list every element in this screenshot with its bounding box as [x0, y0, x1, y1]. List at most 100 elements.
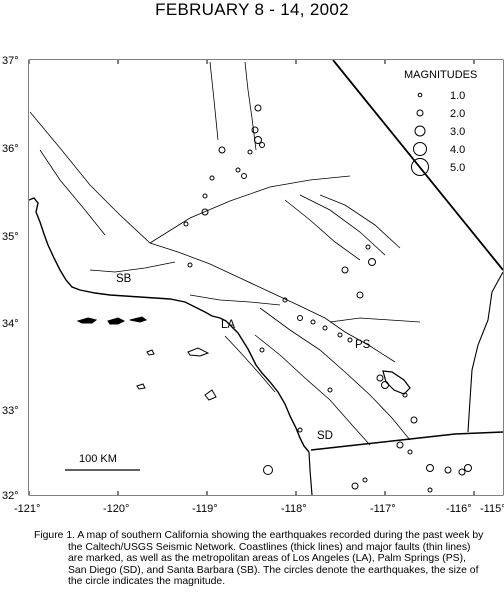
- lat-label-35: 35°: [2, 231, 19, 243]
- earthquake: [183, 221, 189, 227]
- sierra-nevada-fault: [209, 61, 219, 141]
- legend-title: MAGNITUDES: [404, 69, 477, 81]
- lon-ticks: [28, 60, 475, 495]
- magnitude-legend: MAGNITUDES 1.0 2.0 3.0 4.0 5.0: [404, 69, 477, 176]
- map-background: [29, 60, 503, 495]
- earthquake: [351, 482, 359, 490]
- san-andreas-fault: [29, 111, 396, 363]
- earthquake: [464, 464, 472, 472]
- island-santa-catalina: [187, 347, 210, 357]
- label-palm-springs: PS: [355, 339, 371, 351]
- lat-label-36: 36°: [2, 143, 19, 155]
- legend-symbol-3: [414, 125, 426, 137]
- earthquake: [322, 325, 328, 331]
- island-san-nicolas: [136, 383, 146, 390]
- legend-label-1: 1.0: [450, 90, 465, 102]
- earthquake: [254, 104, 262, 112]
- earthquake: [444, 466, 452, 474]
- earthquake: [263, 465, 273, 475]
- earthquake: [297, 315, 303, 321]
- island-santa-cruz: [76, 317, 98, 324]
- legend-label-5: 5.0: [450, 162, 465, 174]
- island-san-clemente: [204, 389, 217, 401]
- colorado-river: [467, 271, 504, 433]
- earthquake: [368, 258, 376, 266]
- legend-label-4: 4.0: [450, 144, 465, 156]
- mojave-fault-2: [299, 194, 386, 256]
- earthquake: [241, 173, 247, 179]
- earthquake: [347, 337, 353, 343]
- earthquake: [365, 244, 371, 250]
- earthquake: [396, 441, 404, 449]
- earthquake: [410, 416, 418, 424]
- earthquake: [254, 136, 262, 144]
- elsinore-fault: [254, 334, 371, 446]
- lon-label-121: -121°: [14, 503, 40, 515]
- label-san-diego: SD: [317, 430, 333, 442]
- lat-label-34: 34°: [2, 318, 19, 330]
- earthquake: [259, 347, 265, 353]
- lon-label-116: -116°: [446, 503, 472, 515]
- earthquake: [376, 374, 384, 382]
- earthquake: [427, 487, 433, 493]
- earthquake: [402, 392, 408, 398]
- salton-sea: [382, 370, 411, 395]
- lat-label-37: 37°: [2, 55, 19, 67]
- coastline-baja: [308, 451, 313, 496]
- newport-inglewood-fault: [224, 335, 276, 393]
- lon-label-117: -117°: [370, 503, 396, 515]
- legend-symbol-5: [411, 158, 429, 176]
- nevada-border: [332, 59, 504, 271]
- earthquake: [297, 427, 303, 433]
- fault-lines: [29, 61, 421, 446]
- earthquake: [407, 449, 413, 455]
- lon-label-118: -118°: [281, 503, 307, 515]
- island-santa-barbara: [146, 349, 155, 356]
- label-los-angeles: LA: [221, 319, 235, 331]
- map-title: FEBRUARY 8 - 14, 2002: [155, 0, 349, 19]
- lon-label-120: -120°: [103, 503, 129, 515]
- earthquake: [310, 319, 316, 325]
- legend-label-2: 2.0: [450, 108, 465, 120]
- earthquake: [187, 262, 193, 268]
- scale-bar: 100 KM: [65, 453, 140, 471]
- earthquake: [259, 142, 265, 148]
- mexico-border: [310, 431, 504, 451]
- earthquake-events: [183, 104, 472, 493]
- san-jacinto-fault: [259, 307, 411, 441]
- legend-label-3: 3.0: [450, 126, 465, 138]
- legend-symbol-4: [413, 142, 427, 156]
- scale-bar-label: 100 KM: [79, 453, 117, 465]
- san-gabriel-fault: [189, 294, 281, 306]
- pinto-mountain-fault: [329, 317, 421, 323]
- figure-caption: Figure 1. A map of southern California s…: [34, 530, 484, 588]
- mojave-fault-3: [319, 194, 401, 249]
- lat-label-33: 33°: [2, 405, 19, 417]
- earthquake: [356, 291, 364, 299]
- legend-symbol-2: [416, 109, 424, 117]
- earthquake: [381, 381, 389, 389]
- lon-label-115: -115°: [480, 503, 504, 515]
- earthquake: [235, 167, 241, 173]
- lon-label-119: -119°: [192, 503, 218, 515]
- garlock-fault: [149, 175, 351, 244]
- earthquake: [426, 464, 434, 472]
- island-anacapa: [129, 316, 148, 323]
- earthquake: [209, 175, 215, 181]
- label-santa-barbara: SB: [116, 273, 132, 285]
- coastal-fault: [39, 149, 106, 236]
- earthquake: [337, 332, 343, 338]
- coastline: [28, 197, 310, 453]
- earthquake: [247, 149, 253, 155]
- earthquake: [341, 266, 349, 274]
- big-pine-fault: [89, 261, 176, 273]
- earthquake: [251, 126, 259, 134]
- earthquake: [327, 387, 333, 393]
- earthquake: [282, 297, 288, 303]
- mojave-fault-1: [284, 199, 361, 261]
- earthquake: [362, 477, 368, 483]
- island-santa-rosa: [107, 317, 126, 325]
- earthquake: [202, 193, 208, 199]
- earthquake: [458, 468, 466, 476]
